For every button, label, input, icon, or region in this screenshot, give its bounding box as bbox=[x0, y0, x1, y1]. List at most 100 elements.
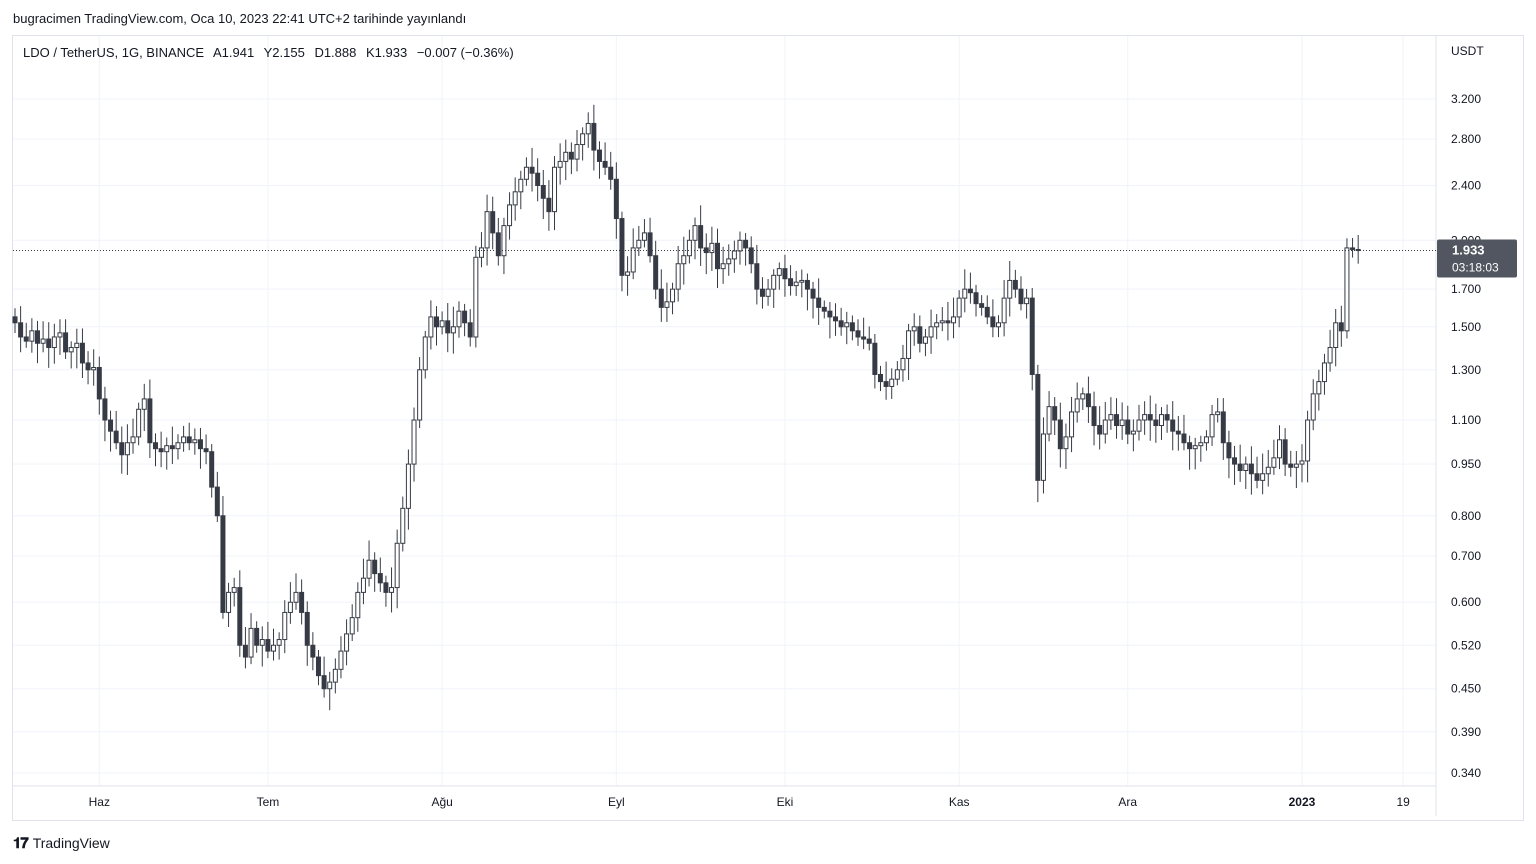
candle bbox=[1220, 398, 1226, 460]
candle-body-down bbox=[804, 279, 810, 290]
candle-body-down bbox=[945, 320, 951, 324]
candle-body-up bbox=[175, 442, 181, 450]
candle bbox=[872, 334, 878, 389]
candle bbox=[1024, 288, 1030, 319]
candle-body-up bbox=[625, 271, 631, 276]
candle-body-up bbox=[793, 281, 799, 287]
candle-body-down bbox=[377, 573, 383, 584]
candle bbox=[136, 402, 142, 446]
candle bbox=[816, 278, 822, 325]
candle bbox=[231, 577, 237, 607]
candle-body-down bbox=[220, 515, 226, 613]
candle bbox=[866, 326, 872, 351]
price-tick-label: 0.600 bbox=[1451, 595, 1481, 609]
candle-body-up bbox=[287, 601, 293, 613]
candle bbox=[906, 323, 912, 380]
candle-body-up bbox=[349, 617, 355, 635]
candle bbox=[377, 557, 383, 592]
candle-body-down bbox=[299, 591, 305, 613]
candle bbox=[1018, 276, 1024, 311]
candle bbox=[456, 301, 462, 338]
candle bbox=[552, 156, 558, 231]
candle bbox=[1142, 401, 1148, 435]
candle bbox=[209, 444, 215, 498]
candle bbox=[765, 279, 771, 306]
publication-line: bugracimen TradingView.com, Oca 10, 2023… bbox=[13, 11, 467, 26]
candle bbox=[321, 656, 327, 698]
candle-body-up bbox=[1310, 393, 1316, 421]
candle bbox=[68, 341, 74, 369]
candle-body-up bbox=[417, 369, 423, 421]
candle bbox=[967, 272, 973, 304]
candle bbox=[608, 151, 614, 190]
candle-body-up bbox=[1136, 419, 1142, 432]
candle bbox=[192, 428, 198, 455]
candle-body-up bbox=[1069, 411, 1075, 438]
candle-body-down bbox=[108, 419, 114, 432]
candle-body-up bbox=[141, 398, 147, 410]
candle bbox=[153, 433, 158, 467]
candle bbox=[434, 306, 439, 346]
candle-body-down bbox=[540, 184, 546, 199]
candle bbox=[130, 418, 136, 454]
candle-body-up bbox=[1102, 419, 1108, 435]
legend-change: −0.007 (−0.36%) bbox=[416, 45, 514, 60]
candle-body-down bbox=[46, 338, 52, 349]
candle bbox=[827, 302, 833, 339]
candle-body-down bbox=[1052, 406, 1058, 421]
candle-body-up bbox=[1293, 463, 1299, 468]
candle bbox=[951, 297, 957, 339]
candle-body-down bbox=[546, 197, 552, 213]
candle-body-down bbox=[237, 587, 243, 646]
candle-body-up bbox=[405, 463, 411, 509]
candle-body-down bbox=[833, 316, 839, 322]
candle bbox=[237, 570, 243, 657]
candle-body-up bbox=[737, 239, 743, 252]
tradingview-brand[interactable]: 𝟏𝟕 TradingView bbox=[13, 834, 110, 852]
candle bbox=[720, 246, 726, 284]
candle-body-up bbox=[1333, 322, 1339, 349]
chart-frame[interactable] bbox=[12, 35, 1524, 821]
candle bbox=[1097, 406, 1103, 450]
candle-body-down bbox=[445, 320, 451, 334]
candle-body-up bbox=[91, 366, 97, 371]
candle-body-up bbox=[939, 320, 945, 324]
candle bbox=[754, 244, 760, 305]
candle bbox=[833, 303, 839, 336]
candle bbox=[1147, 395, 1153, 441]
candle bbox=[1192, 437, 1198, 470]
brand-name: TradingView bbox=[32, 835, 110, 851]
candle bbox=[484, 194, 490, 266]
candle bbox=[686, 229, 692, 264]
candle-body-up bbox=[422, 336, 428, 371]
candle bbox=[922, 328, 928, 357]
legend-symbol[interactable]: LDO / TetherUS, 1G, BINANCE bbox=[23, 45, 205, 60]
price-axis[interactable]: USDT 3.2002.8002.4002.0001.7001.5001.300… bbox=[1435, 36, 1484, 816]
last-price-marker: 1.933 03:18:03 bbox=[13, 239, 1517, 278]
candle bbox=[507, 192, 513, 240]
candle bbox=[1057, 402, 1063, 468]
candle bbox=[737, 231, 743, 265]
candle-body-up bbox=[1299, 460, 1305, 465]
candle bbox=[546, 180, 552, 231]
candle-body-down bbox=[79, 342, 85, 364]
time-axis[interactable]: Haz Tem Ağu Eyl Eki Kas Ara 2023 19 bbox=[13, 785, 1436, 809]
candle-body-up bbox=[400, 507, 406, 544]
candle-body-up bbox=[1344, 247, 1350, 332]
candle-body-down bbox=[827, 310, 833, 318]
candle bbox=[119, 426, 125, 474]
candle-body-down bbox=[462, 310, 468, 324]
candle bbox=[282, 600, 288, 654]
candle-body-up bbox=[1327, 347, 1333, 364]
candle-body-up bbox=[282, 611, 288, 641]
candle-body-up bbox=[518, 178, 524, 193]
candle-body-down bbox=[619, 218, 625, 276]
candle-body-up bbox=[1063, 436, 1069, 450]
candle-body-up bbox=[894, 369, 900, 380]
candle-body-up bbox=[344, 633, 350, 652]
candle bbox=[332, 658, 338, 694]
candle-body-down bbox=[23, 336, 29, 342]
price-tick-label: 0.520 bbox=[1451, 638, 1481, 652]
candle bbox=[254, 621, 260, 653]
